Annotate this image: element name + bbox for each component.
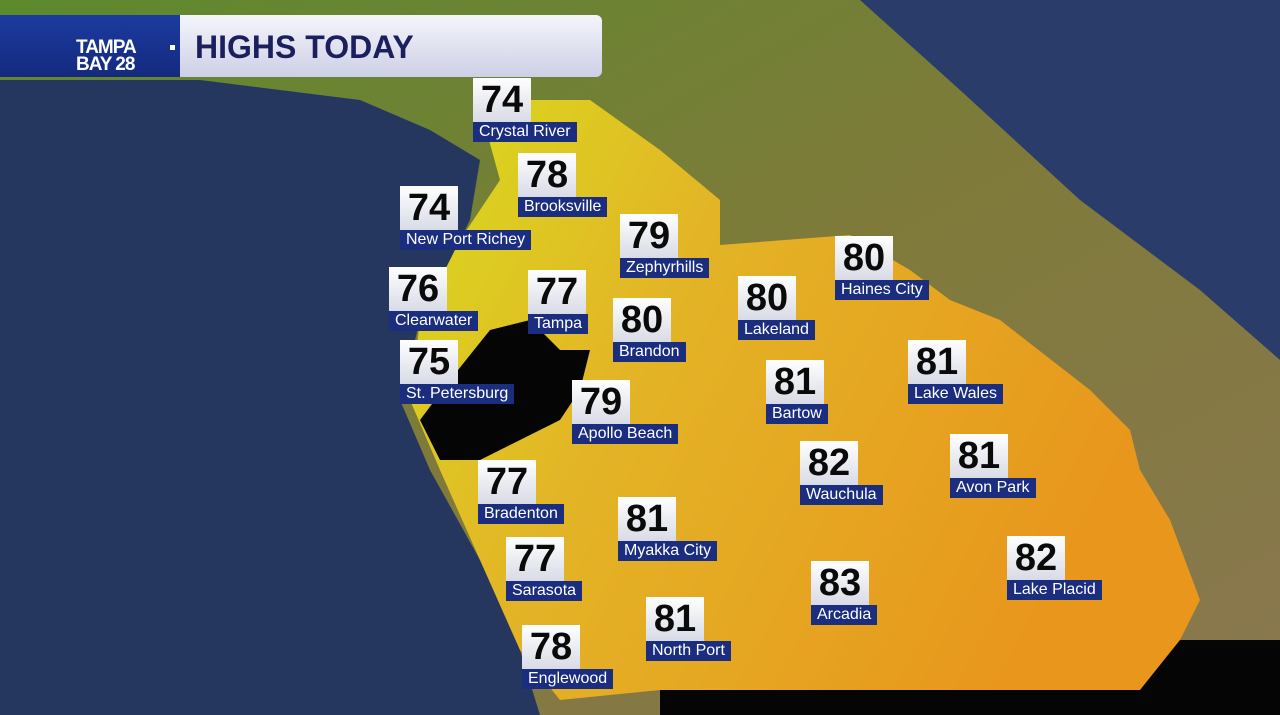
station-marker: 74 New Port Richey	[400, 186, 532, 250]
separator-dot	[170, 45, 175, 50]
station-marker: 77 Bradenton	[478, 460, 564, 524]
city-label: Brandon	[613, 342, 686, 362]
high-temperature: 80	[835, 236, 893, 280]
city-label: Zephyrhills	[620, 258, 710, 278]
city-label: Bradenton	[478, 504, 564, 524]
logo-line2: BAY 28	[76, 54, 135, 75]
high-temperature: 75	[400, 340, 458, 384]
station-marker: 74 Crystal River	[473, 78, 577, 142]
station-marker: 80 Haines City	[835, 236, 929, 300]
city-label: Avon Park	[950, 478, 1036, 498]
high-temperature: 78	[522, 625, 580, 669]
station-marker: 75 St. Petersburg	[400, 340, 515, 404]
station-marker: 79 Apollo Beach	[572, 380, 679, 444]
city-label: New Port Richey	[400, 230, 532, 250]
station-marker: 76 Clearwater	[389, 267, 479, 331]
city-label: Arcadia	[811, 605, 878, 625]
high-temperature: 74	[400, 186, 458, 230]
station-marker: 79 Zephyrhills	[620, 214, 710, 278]
high-temperature: 77	[506, 537, 564, 581]
high-temperature: 79	[572, 380, 630, 424]
high-temperature: 78	[518, 153, 576, 197]
high-temperature: 77	[528, 270, 586, 314]
high-temperature: 82	[800, 441, 858, 485]
city-label: Haines City	[835, 280, 929, 300]
city-label: Bartow	[766, 404, 828, 424]
city-label: Wauchula	[800, 485, 883, 505]
high-temperature: 80	[738, 276, 796, 320]
city-label: Clearwater	[389, 311, 479, 331]
city-label: Lake Wales	[908, 384, 1003, 404]
page-title: HIGHS TODAY	[195, 29, 414, 65]
station-marker: 81 North Port	[646, 597, 731, 661]
high-temperature: 81	[766, 360, 824, 404]
city-label: North Port	[646, 641, 731, 661]
city-label: Sarasota	[506, 581, 583, 601]
atlantic-water	[860, 0, 1280, 360]
station-logo: TAMPA BAY 28	[0, 15, 180, 77]
high-temperature: 81	[646, 597, 704, 641]
city-label: St. Petersburg	[400, 384, 515, 404]
station-marker: 81 Myakka City	[618, 497, 718, 561]
high-temperature: 82	[1007, 536, 1065, 580]
station-marker: 78 Englewood	[522, 625, 614, 689]
high-temperature: 81	[908, 340, 966, 384]
city-label: Brooksville	[518, 197, 608, 217]
no-data-area	[660, 640, 1280, 715]
station-marker: 80 Brandon	[613, 298, 686, 362]
high-temperature: 76	[389, 267, 447, 311]
station-marker: 81 Bartow	[766, 360, 828, 424]
station-marker: 80 Lakeland	[738, 276, 815, 340]
station-marker: 77 Sarasota	[506, 537, 583, 601]
station-marker: 77 Tampa	[528, 270, 589, 334]
station-marker: 78 Brooksville	[518, 153, 608, 217]
high-temperature: 81	[618, 497, 676, 541]
logo-line1: TAMPA	[76, 37, 137, 58]
city-label: Lake Placid	[1007, 580, 1102, 600]
high-temperature: 80	[613, 298, 671, 342]
station-marker: 81 Avon Park	[950, 434, 1036, 498]
station-marker: 81 Lake Wales	[908, 340, 1003, 404]
station-marker: 82 Wauchula	[800, 441, 883, 505]
high-temperature: 83	[811, 561, 869, 605]
city-label: Myakka City	[618, 541, 718, 561]
high-temperature: 74	[473, 78, 531, 122]
station-marker: 82 Lake Placid	[1007, 536, 1102, 600]
station-marker: 83 Arcadia	[811, 561, 878, 625]
city-label: Apollo Beach	[572, 424, 679, 444]
city-label: Tampa	[528, 314, 589, 334]
title-bar: HIGHS TODAY	[180, 15, 602, 77]
city-label: Crystal River	[473, 122, 577, 142]
high-temperature: 79	[620, 214, 678, 258]
high-temperature: 77	[478, 460, 536, 504]
title-banner: TAMPA BAY 28 HIGHS TODAY	[0, 15, 602, 77]
high-temperature: 81	[950, 434, 1008, 478]
city-label: Lakeland	[738, 320, 815, 340]
city-label: Englewood	[522, 669, 614, 689]
